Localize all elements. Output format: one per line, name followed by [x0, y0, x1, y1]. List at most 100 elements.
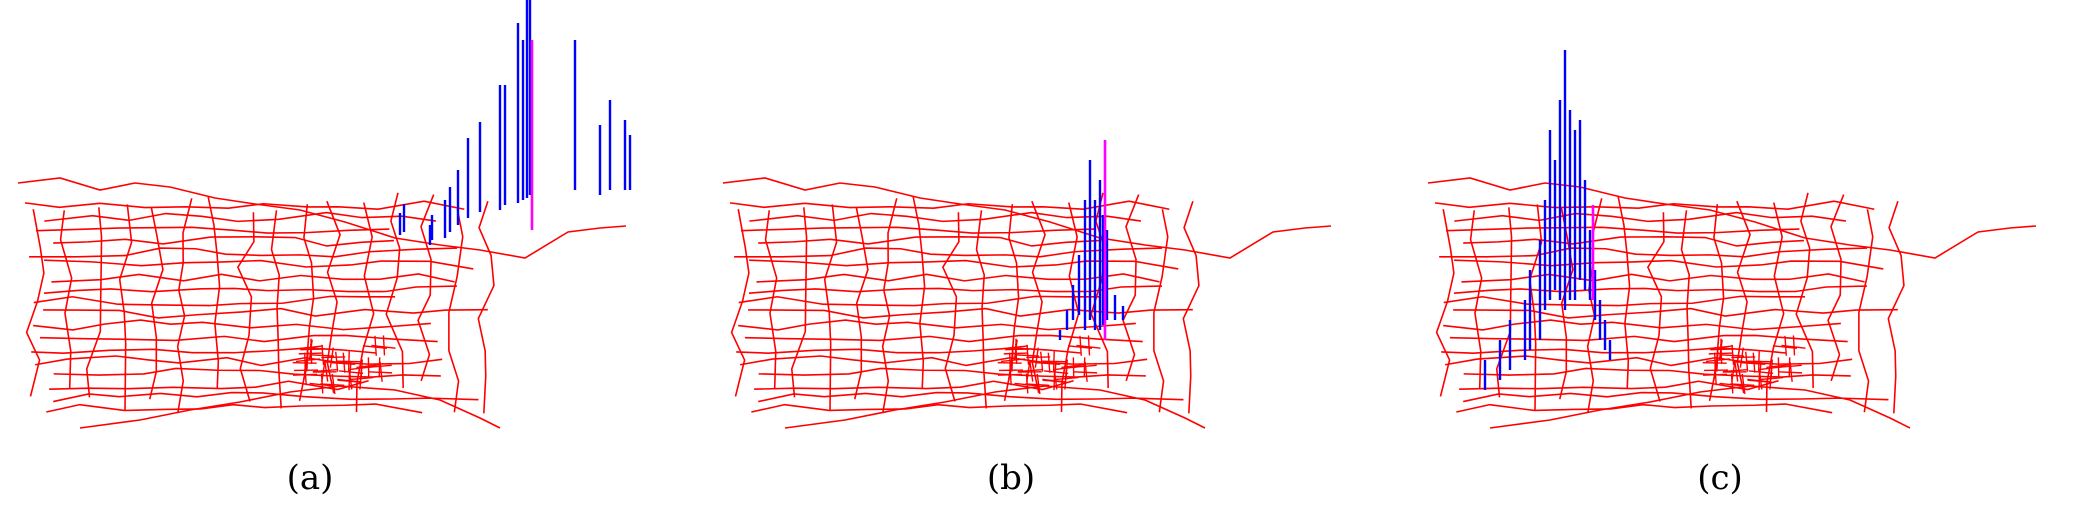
road-segment	[298, 204, 315, 401]
metro-road-segment	[1730, 373, 1734, 394]
road-segment	[1459, 379, 1779, 391]
road-segment	[1453, 285, 1867, 294]
road-segment	[1182, 200, 1200, 414]
metro-road-segment	[1722, 368, 1747, 373]
road-segment	[53, 235, 395, 247]
road-segment	[941, 212, 960, 402]
metro-road-segment	[1025, 373, 1029, 394]
metro-road-segment	[1758, 369, 1763, 390]
road-segment	[749, 259, 1179, 270]
road-segment	[784, 385, 1206, 429]
bars-a	[398, 0, 632, 245]
road-segment	[1453, 307, 1898, 319]
metro-road-segment	[337, 378, 362, 383]
road-segment	[1461, 273, 1865, 283]
road-segment	[1122, 194, 1140, 382]
metro-road-segment	[1011, 351, 1014, 372]
metro-road-segment	[1730, 383, 1755, 387]
road-segment	[738, 319, 1136, 331]
metro-road-segment	[309, 354, 335, 357]
road-segment	[43, 285, 457, 294]
metro-road-segment	[339, 370, 364, 374]
road-segment	[1434, 200, 1875, 211]
metro-road-segment	[1739, 347, 1744, 368]
road-segment	[236, 212, 255, 402]
road-segment	[1887, 200, 1905, 414]
road-segment	[1435, 209, 1455, 397]
metro-road-segment	[1009, 352, 1012, 373]
road-segment	[1445, 355, 1853, 367]
metro-road-segment	[1029, 361, 1034, 382]
road-segment	[85, 207, 103, 398]
metro-road-segment	[1044, 370, 1069, 374]
road-segment	[43, 307, 488, 319]
road-segment	[1765, 202, 1785, 413]
metro-road-segment	[1014, 382, 1039, 387]
metro-road-segment	[1087, 335, 1091, 356]
road-segment	[1469, 210, 1483, 389]
road-segment	[1427, 177, 2037, 259]
road-segment	[1060, 202, 1080, 413]
road-segment	[736, 347, 1082, 354]
metro-road-segment	[335, 351, 339, 372]
metro-road-segment	[1013, 339, 1018, 360]
road-segment	[29, 247, 458, 258]
metro-road-segment	[1034, 347, 1039, 368]
road-segment	[24, 200, 465, 211]
metro-road-segment	[1067, 345, 1093, 349]
road-segment	[1454, 259, 1884, 270]
metro-road-segment	[1745, 351, 1749, 372]
metro-road-segment	[1734, 361, 1739, 382]
road-segment	[1153, 209, 1169, 413]
metro-road-segment	[324, 361, 329, 382]
road-segment	[79, 385, 501, 429]
metro-road-segment	[1749, 370, 1774, 374]
road-segment	[764, 210, 778, 389]
road-segment	[1528, 204, 1543, 411]
road-segment	[176, 198, 193, 414]
road-segment	[1439, 247, 1868, 258]
road-segment	[355, 202, 375, 413]
road-segment	[33, 319, 431, 331]
road-segment	[758, 235, 1100, 247]
metro-road-segment	[308, 339, 313, 360]
road-segment	[59, 210, 73, 389]
road-segment	[46, 403, 423, 414]
road-segment	[1495, 207, 1513, 398]
metro-road-segment	[1741, 373, 1746, 395]
metro-road-segment	[1731, 344, 1735, 365]
metro-road-segment	[1005, 348, 1030, 351]
metro-road-segment	[1792, 335, 1796, 356]
metro-road-segment	[1036, 373, 1041, 395]
road-segment	[477, 200, 495, 414]
metro-road-segment	[321, 356, 346, 359]
metro-road-segment	[1714, 352, 1717, 373]
metro-road-segment	[1017, 368, 1042, 373]
road-segment	[740, 355, 1148, 367]
road-segment	[1489, 385, 1911, 429]
bars-c	[1483, 50, 1612, 390]
metro-road-segment	[1757, 351, 1760, 372]
road-segment	[756, 273, 1160, 283]
metro-road-segment	[320, 373, 324, 394]
road-segment	[51, 273, 455, 283]
road-segment	[823, 204, 838, 411]
road-segment	[39, 334, 438, 343]
metro-road-segment	[362, 345, 388, 349]
caption-b: (b)	[986, 458, 1036, 498]
metro-road-segment	[1719, 354, 1745, 357]
metro-road-segment	[1014, 354, 1040, 357]
road-segment	[1827, 194, 1845, 382]
road-segment	[148, 207, 164, 400]
road-segment	[749, 211, 1142, 223]
metro-road-segment	[1716, 351, 1719, 372]
metro-road-segment	[304, 352, 307, 373]
metro-road-segment	[382, 335, 386, 356]
metro-road-segment	[348, 369, 353, 390]
road-segment	[734, 247, 1163, 258]
metro-road-segment	[312, 368, 337, 373]
metro-road-segment	[1772, 345, 1798, 349]
metro-road-segment	[331, 373, 336, 395]
metro-road-segment	[1028, 360, 1053, 365]
